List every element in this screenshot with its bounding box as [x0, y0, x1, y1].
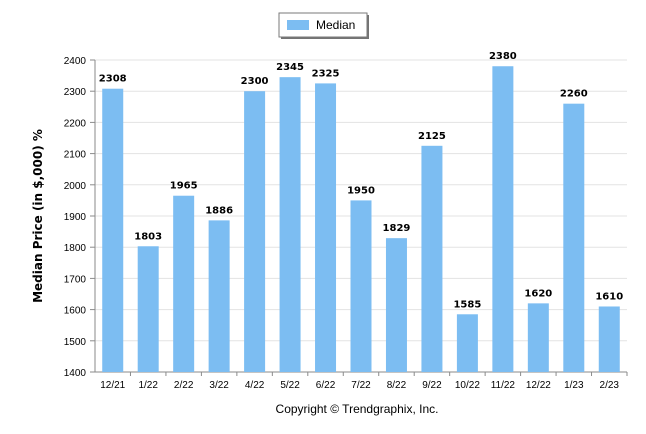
y-tick-label: 1600	[64, 306, 87, 317]
bar	[421, 145, 443, 372]
legend-swatch	[287, 20, 309, 30]
x-tick-label: 1/22	[138, 380, 158, 391]
y-tick-label: 1800	[64, 243, 87, 254]
bar	[279, 77, 301, 372]
data-label: 2300	[241, 76, 269, 87]
bar	[315, 83, 337, 373]
x-tick-label: 4/22	[245, 380, 265, 391]
bar	[385, 238, 407, 372]
x-tick-label: 6/22	[316, 380, 336, 391]
copyright-text: Copyright © Trendgraphix, Inc.	[276, 402, 439, 416]
data-labels: 2308 1803 1965 1886 2300 2345 2325 1950 1829 2125…	[99, 51, 623, 310]
bar	[527, 303, 549, 372]
x-tick-label: 3/22	[209, 380, 229, 391]
x-tick-labels: 12/21 1/22 2/22 3/22 4/22 5/22 6/22 7/22 8/22 9/2…	[100, 372, 628, 391]
y-tick-label: 1500	[64, 337, 87, 348]
data-label: 1610	[595, 291, 623, 302]
y-tick-label: 2100	[64, 150, 87, 161]
bar	[137, 246, 159, 372]
y-tick-label: 1900	[64, 212, 87, 223]
x-tick-label: 10/22	[455, 380, 480, 391]
legend-label: Median	[316, 18, 355, 32]
y-tick-labels: 1400 1500 1600 1700 1800 1900 2000 2100 2200 2300…	[64, 56, 87, 379]
bar	[208, 220, 230, 372]
x-tick-label: 11/22	[491, 380, 516, 391]
x-tick-label: 5/22	[280, 380, 300, 391]
x-tick-label: 1/23	[564, 380, 584, 391]
y-tick-label: 1700	[64, 274, 87, 285]
bar	[563, 103, 585, 373]
y-tick-label: 2400	[64, 56, 87, 67]
x-tick-label: 2/22	[174, 380, 194, 391]
x-tick-label: 9/22	[422, 380, 442, 391]
legend: Median	[278, 12, 369, 39]
bar	[598, 306, 620, 372]
x-tick-label: 12/22	[526, 380, 551, 391]
data-label: 1620	[524, 288, 552, 299]
y-axis-title: Median Price (in $,000) %	[31, 129, 45, 303]
y-tick-label: 2000	[64, 181, 87, 192]
y-tick-label: 2200	[64, 118, 87, 129]
x-tick-label: 7/22	[351, 380, 371, 391]
x-tick-label: 12/21	[100, 380, 125, 391]
data-label: 1965	[170, 181, 198, 192]
data-label: 1886	[205, 205, 233, 216]
bar	[456, 314, 478, 372]
data-label: 2325	[312, 68, 340, 79]
data-label: 1803	[134, 231, 162, 242]
y-tick-label: 1400	[64, 368, 87, 379]
data-label: 2345	[276, 62, 304, 73]
data-label: 1950	[347, 185, 375, 196]
x-tick-label: 8/22	[387, 380, 407, 391]
data-label: 1585	[453, 299, 481, 310]
data-label: 2125	[418, 131, 446, 142]
x-tick-label: 2/23	[600, 380, 620, 391]
data-label: 2260	[560, 89, 588, 100]
bar	[244, 91, 266, 372]
y-tick-label: 2300	[64, 87, 87, 98]
bar	[492, 66, 514, 373]
data-label: 2308	[99, 74, 127, 85]
data-label: 1829	[383, 223, 411, 234]
data-label: 2380	[489, 51, 517, 62]
bars	[102, 66, 620, 373]
bar	[102, 88, 124, 372]
bar	[173, 195, 195, 372]
bar	[350, 200, 372, 372]
